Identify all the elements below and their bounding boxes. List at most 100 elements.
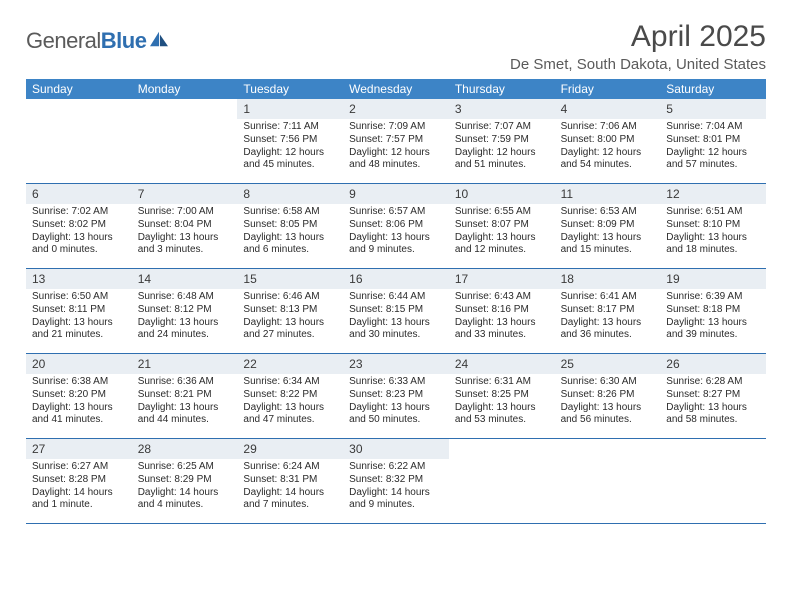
sunrise-text: Sunrise: 6:46 AM bbox=[243, 291, 337, 304]
day-body: Sunrise: 6:50 AMSunset: 8:11 PMDaylight:… bbox=[26, 289, 132, 346]
dow-monday: Monday bbox=[132, 79, 238, 99]
daylight-text: Daylight: 14 hours and 1 minute. bbox=[32, 487, 126, 513]
sunset-text: Sunset: 7:59 PM bbox=[455, 134, 549, 147]
daylight-text: Daylight: 13 hours and 15 minutes. bbox=[561, 232, 655, 258]
sunrise-text: Sunrise: 6:30 AM bbox=[561, 376, 655, 389]
day-number-bar: 14 bbox=[132, 269, 238, 289]
sunset-text: Sunset: 8:18 PM bbox=[666, 304, 760, 317]
sunrise-text: Sunrise: 6:39 AM bbox=[666, 291, 760, 304]
sunset-text: Sunset: 8:23 PM bbox=[349, 389, 443, 402]
day-number: 29 bbox=[243, 442, 256, 456]
day-number-bar: 29 bbox=[237, 439, 343, 459]
sunrise-text: Sunrise: 6:48 AM bbox=[138, 291, 232, 304]
daylight-text: Daylight: 14 hours and 4 minutes. bbox=[138, 487, 232, 513]
day-cell: 26Sunrise: 6:28 AMSunset: 8:27 PMDayligh… bbox=[660, 354, 766, 438]
logo-word-1: General bbox=[26, 28, 101, 53]
daylight-text: Daylight: 13 hours and 56 minutes. bbox=[561, 402, 655, 428]
daylight-text: Daylight: 12 hours and 51 minutes. bbox=[455, 147, 549, 173]
day-body: Sunrise: 6:34 AMSunset: 8:22 PMDaylight:… bbox=[237, 374, 343, 431]
sunrise-text: Sunrise: 6:34 AM bbox=[243, 376, 337, 389]
sunrise-text: Sunrise: 6:27 AM bbox=[32, 461, 126, 474]
day-body: Sunrise: 6:28 AMSunset: 8:27 PMDaylight:… bbox=[660, 374, 766, 431]
day-cell: 29Sunrise: 6:24 AMSunset: 8:31 PMDayligh… bbox=[237, 439, 343, 523]
daylight-text: Daylight: 13 hours and 36 minutes. bbox=[561, 317, 655, 343]
day-cell: 22Sunrise: 6:34 AMSunset: 8:22 PMDayligh… bbox=[237, 354, 343, 438]
day-of-week-header: Sunday Monday Tuesday Wednesday Thursday… bbox=[26, 79, 766, 99]
day-body: Sunrise: 7:11 AMSunset: 7:56 PMDaylight:… bbox=[237, 119, 343, 176]
logo: GeneralBlue bbox=[26, 28, 170, 54]
sunrise-text: Sunrise: 7:06 AM bbox=[561, 121, 655, 134]
sunrise-text: Sunrise: 6:55 AM bbox=[455, 206, 549, 219]
sunset-text: Sunset: 8:27 PM bbox=[666, 389, 760, 402]
daylight-text: Daylight: 13 hours and 53 minutes. bbox=[455, 402, 549, 428]
day-number: 28 bbox=[138, 442, 151, 456]
day-cell: 25Sunrise: 6:30 AMSunset: 8:26 PMDayligh… bbox=[555, 354, 661, 438]
sunrise-text: Sunrise: 6:53 AM bbox=[561, 206, 655, 219]
sunrise-text: Sunrise: 6:24 AM bbox=[243, 461, 337, 474]
day-number: 5 bbox=[666, 102, 673, 116]
sunrise-text: Sunrise: 6:43 AM bbox=[455, 291, 549, 304]
sunrise-text: Sunrise: 7:00 AM bbox=[138, 206, 232, 219]
sail-icon bbox=[148, 30, 170, 48]
day-number: 3 bbox=[455, 102, 462, 116]
dow-tuesday: Tuesday bbox=[237, 79, 343, 99]
day-cell: 12Sunrise: 6:51 AMSunset: 8:10 PMDayligh… bbox=[660, 184, 766, 268]
day-number-bar: 16 bbox=[343, 269, 449, 289]
day-number-bar: 28 bbox=[132, 439, 238, 459]
dow-sunday: Sunday bbox=[26, 79, 132, 99]
day-number: 10 bbox=[455, 187, 468, 201]
day-number: 13 bbox=[32, 272, 45, 286]
day-number-bar: 23 bbox=[343, 354, 449, 374]
day-body: Sunrise: 7:02 AMSunset: 8:02 PMDaylight:… bbox=[26, 204, 132, 261]
day-number: 7 bbox=[138, 187, 145, 201]
day-cell: 9Sunrise: 6:57 AMSunset: 8:06 PMDaylight… bbox=[343, 184, 449, 268]
day-cell: 21Sunrise: 6:36 AMSunset: 8:21 PMDayligh… bbox=[132, 354, 238, 438]
day-number-bar: 8 bbox=[237, 184, 343, 204]
daylight-text: Daylight: 13 hours and 39 minutes. bbox=[666, 317, 760, 343]
daylight-text: Daylight: 13 hours and 30 minutes. bbox=[349, 317, 443, 343]
day-cell: 4Sunrise: 7:06 AMSunset: 8:00 PMDaylight… bbox=[555, 99, 661, 183]
day-number-bar: 9 bbox=[343, 184, 449, 204]
day-cell: 18Sunrise: 6:41 AMSunset: 8:17 PMDayligh… bbox=[555, 269, 661, 353]
sunset-text: Sunset: 8:20 PM bbox=[32, 389, 126, 402]
day-cell: 3 Sunrise: 7:07 AMSunset: 7:59 PMDaylight… bbox=[449, 99, 555, 183]
day-body: Sunrise: 6:53 AMSunset: 8:09 PMDaylight:… bbox=[555, 204, 661, 261]
day-body: Sunrise: 6:22 AMSunset: 8:32 PMDaylight:… bbox=[343, 459, 449, 516]
day-number-bar: 20 bbox=[26, 354, 132, 374]
sunrise-text: Sunrise: 7:07 AM bbox=[455, 121, 549, 134]
day-number-bar: 24 bbox=[449, 354, 555, 374]
day-body: Sunrise: 7:04 AMSunset: 8:01 PMDaylight:… bbox=[660, 119, 766, 176]
daylight-text: Daylight: 13 hours and 47 minutes. bbox=[243, 402, 337, 428]
day-body: Sunrise: 6:39 AMSunset: 8:18 PMDaylight:… bbox=[660, 289, 766, 346]
sunset-text: Sunset: 8:07 PM bbox=[455, 219, 549, 232]
day-cell: 23Sunrise: 6:33 AMSunset: 8:23 PMDayligh… bbox=[343, 354, 449, 438]
daylight-text: Daylight: 13 hours and 44 minutes. bbox=[138, 402, 232, 428]
day-cell bbox=[555, 439, 661, 523]
day-number-bar: 10 bbox=[449, 184, 555, 204]
day-number: 27 bbox=[32, 442, 45, 456]
day-body: Sunrise: 6:33 AMSunset: 8:23 PMDaylight:… bbox=[343, 374, 449, 431]
day-cell: 14Sunrise: 6:48 AMSunset: 8:12 PMDayligh… bbox=[132, 269, 238, 353]
day-body: Sunrise: 6:51 AMSunset: 8:10 PMDaylight:… bbox=[660, 204, 766, 261]
month-title: April 2025 bbox=[510, 20, 766, 54]
day-body: Sunrise: 7:00 AMSunset: 8:04 PMDaylight:… bbox=[132, 204, 238, 261]
day-number-bar: 12 bbox=[660, 184, 766, 204]
day-body: Sunrise: 7:09 AMSunset: 7:57 PMDaylight:… bbox=[343, 119, 449, 176]
sunset-text: Sunset: 8:32 PM bbox=[349, 474, 443, 487]
day-cell bbox=[449, 439, 555, 523]
day-number: 30 bbox=[349, 442, 362, 456]
day-cell: 13 Sunrise: 6:50 AMSunset: 8:11 PMDayligh… bbox=[26, 269, 132, 353]
day-number: 16 bbox=[349, 272, 362, 286]
sunset-text: Sunset: 8:26 PM bbox=[561, 389, 655, 402]
day-number-bar: 26 bbox=[660, 354, 766, 374]
dow-friday: Friday bbox=[555, 79, 661, 99]
sunrise-text: Sunrise: 6:44 AM bbox=[349, 291, 443, 304]
day-cell: 30 Sunrise: 6:22 AMSunset: 8:32 PMDayligh… bbox=[343, 439, 449, 523]
day-number: 9 bbox=[349, 187, 356, 201]
day-body: Sunrise: 6:27 AMSunset: 8:28 PMDaylight:… bbox=[26, 459, 132, 516]
day-cell: 20Sunrise: 6:38 AMSunset: 8:20 PMDayligh… bbox=[26, 354, 132, 438]
sunrise-text: Sunrise: 6:36 AM bbox=[138, 376, 232, 389]
week-row: 1Sunrise: 7:11 AMSunset: 7:56 PMDaylight… bbox=[26, 99, 766, 184]
sunset-text: Sunset: 8:29 PM bbox=[138, 474, 232, 487]
sunrise-text: Sunrise: 6:22 AM bbox=[349, 461, 443, 474]
